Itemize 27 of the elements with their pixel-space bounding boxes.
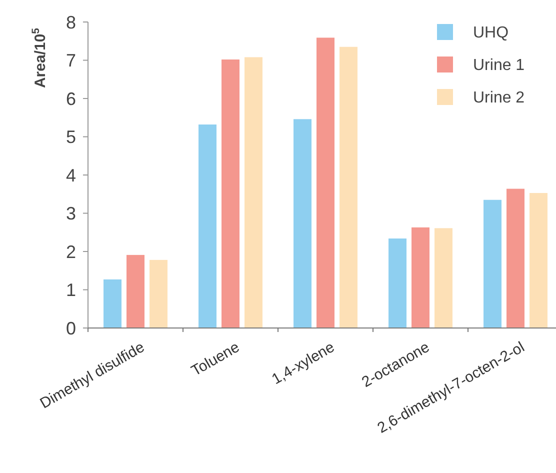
bar — [126, 254, 144, 328]
bar — [198, 124, 216, 328]
y-tick-label: 0 — [66, 318, 76, 338]
y-tick-label: 4 — [66, 165, 76, 186]
bar — [222, 59, 240, 328]
legend-label: Urine 2 — [473, 90, 525, 107]
y-tick-label: 2 — [66, 242, 76, 262]
y-tick-label: 6 — [66, 88, 76, 109]
bar — [244, 57, 262, 328]
bar — [294, 119, 312, 328]
y-tick-label: 3 — [66, 204, 76, 224]
bar — [388, 238, 406, 328]
bar — [316, 38, 334, 328]
y-tick-label: 8 — [66, 12, 76, 32]
bar — [150, 260, 168, 328]
y-tick-label: 5 — [66, 127, 76, 148]
bar — [412, 227, 430, 328]
bar — [484, 200, 502, 328]
bar — [340, 46, 358, 328]
y-tick-label: 7 — [66, 50, 76, 71]
bar — [434, 228, 452, 328]
bar — [506, 188, 524, 328]
y-tick-label: 1 — [66, 280, 76, 300]
bar — [104, 279, 122, 328]
legend-label: Urine 1 — [473, 57, 525, 74]
bar — [530, 192, 548, 328]
legend-label: UHQ — [473, 24, 509, 42]
